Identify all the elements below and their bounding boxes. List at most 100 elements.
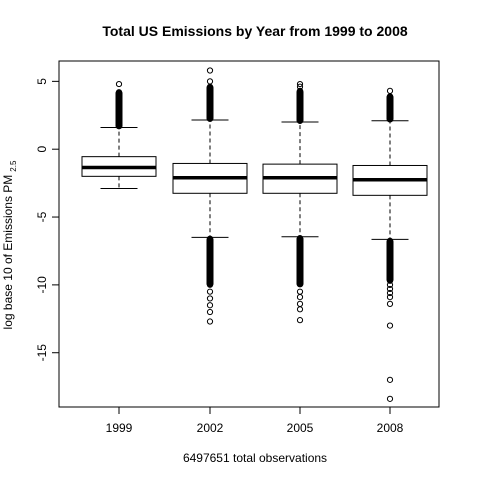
outlier-point	[296, 115, 304, 122]
outlier-point	[115, 113, 123, 120]
outlier-point	[386, 239, 394, 246]
outlier-point	[206, 271, 214, 278]
outlier-point	[386, 253, 394, 260]
outlier-point	[115, 111, 123, 118]
outlier-point	[296, 99, 304, 106]
outlier-point	[206, 277, 214, 284]
outlier-point	[206, 269, 214, 276]
outlier-point	[386, 99, 394, 106]
outlier-point	[386, 103, 394, 110]
outlier-point	[206, 259, 214, 266]
outlier-point	[206, 103, 214, 110]
x-tick-label: 1999	[106, 421, 133, 435]
outlier-point	[115, 119, 123, 126]
outlier-point	[386, 241, 394, 248]
outlier-point	[206, 265, 214, 272]
outlier-point	[386, 249, 394, 256]
outlier-point	[296, 306, 304, 313]
y-tick-label: -10	[35, 276, 49, 294]
outlier-point	[296, 234, 304, 242]
outlier-point	[206, 263, 214, 270]
outlier-point	[296, 87, 304, 94]
outlier-point	[386, 289, 394, 297]
y-tick-label: 5	[35, 78, 49, 85]
outlier-point	[296, 109, 304, 116]
outlier-point	[115, 105, 123, 112]
outlier-point	[386, 267, 394, 274]
outlier-point	[296, 250, 304, 258]
outlier-point	[206, 113, 214, 120]
outlier-point	[386, 277, 394, 284]
outlier-point	[386, 113, 394, 120]
outlier-point	[386, 293, 394, 301]
outlier-point	[296, 274, 304, 282]
outlier-point	[206, 235, 214, 242]
outlier-point	[206, 97, 214, 104]
outlier-point	[206, 93, 214, 100]
outlier-point	[206, 302, 214, 309]
outlier-point	[386, 109, 394, 116]
plot-area: 5 0 -5 -10 -15 1999 2002 2005 2008	[35, 60, 440, 435]
outlier-point	[386, 243, 394, 250]
x-tick-label: 2008	[377, 421, 404, 435]
outlier-point	[296, 238, 304, 246]
outlier-point	[206, 89, 214, 96]
outlier-point	[206, 318, 214, 325]
outlier-point	[296, 103, 304, 110]
outlier-point	[296, 280, 304, 288]
outlier-point	[206, 247, 214, 254]
outlier-point	[206, 109, 214, 116]
outlier-point	[386, 245, 394, 252]
outlier-point	[386, 97, 394, 104]
outlier-point	[115, 115, 123, 122]
outlier-point	[206, 279, 214, 286]
y-axis-label-main: log base 10 of Emissions PM	[1, 175, 15, 330]
outlier-point	[206, 308, 214, 316]
outlier-point	[296, 266, 304, 274]
outlier-point	[115, 99, 123, 106]
outlier-point	[115, 93, 123, 100]
outlier-point	[206, 281, 214, 288]
x-tick-label: 2002	[197, 421, 224, 435]
y-tick-label: 0	[35, 146, 49, 153]
outlier-point	[386, 257, 394, 264]
outlier-point	[296, 300, 304, 307]
outlier-point	[386, 261, 394, 268]
outlier-point	[386, 300, 394, 307]
outlier-point	[115, 109, 123, 116]
outlier-point	[206, 245, 214, 252]
outlier-point	[296, 242, 304, 250]
outlier-point	[296, 97, 304, 104]
outlier-point	[386, 273, 394, 280]
outlier-point	[296, 95, 304, 102]
outlier-point	[386, 376, 394, 383]
outlier-point	[115, 95, 123, 102]
outlier-point	[115, 97, 123, 104]
outlier-point	[386, 87, 394, 94]
outlier-point	[206, 85, 214, 92]
outlier-point	[296, 236, 304, 244]
outlier-point	[296, 89, 304, 96]
outlier-point	[386, 251, 394, 258]
outlier-point	[206, 111, 214, 118]
outlier-point	[386, 322, 394, 329]
outlier-point	[115, 101, 123, 108]
outlier-point	[206, 115, 214, 122]
outlier-point	[206, 253, 214, 260]
outlier-point	[386, 285, 394, 293]
y-tick-label: -5	[35, 211, 49, 222]
outlier-point	[115, 89, 123, 96]
outlier-point	[296, 276, 304, 284]
outlier-point	[296, 91, 304, 98]
outlier-point	[296, 240, 304, 248]
outlier-point	[386, 111, 394, 118]
plot-frame	[58, 60, 440, 408]
outlier-point	[296, 317, 304, 324]
outlier-point	[296, 105, 304, 112]
outlier-point	[296, 83, 304, 90]
outlier-point	[115, 121, 123, 128]
outlier-point	[206, 87, 214, 94]
outlier-point	[386, 95, 394, 102]
outlier-point	[386, 247, 394, 254]
